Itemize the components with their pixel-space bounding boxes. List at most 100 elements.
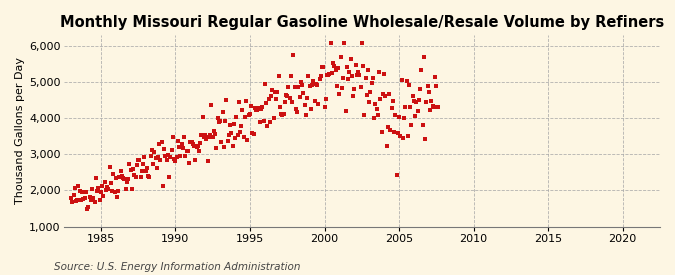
Point bbox=[414, 98, 425, 102]
Point bbox=[179, 135, 190, 139]
Point bbox=[411, 100, 422, 104]
Point bbox=[181, 148, 192, 153]
Point bbox=[312, 83, 323, 87]
Point bbox=[161, 157, 172, 162]
Point bbox=[188, 142, 198, 146]
Point bbox=[380, 94, 391, 98]
Point bbox=[202, 158, 213, 163]
Point bbox=[157, 184, 168, 188]
Point bbox=[418, 55, 429, 59]
Point bbox=[149, 150, 160, 154]
Point bbox=[244, 112, 255, 116]
Point bbox=[292, 109, 302, 114]
Point bbox=[173, 145, 184, 149]
Point bbox=[146, 147, 157, 152]
Point bbox=[175, 154, 186, 158]
Point bbox=[370, 102, 381, 107]
Point bbox=[101, 188, 111, 192]
Point bbox=[374, 70, 385, 75]
Point bbox=[431, 84, 441, 89]
Point bbox=[234, 100, 244, 104]
Point bbox=[352, 70, 363, 74]
Point bbox=[136, 169, 147, 173]
Point bbox=[242, 138, 253, 143]
Point bbox=[356, 40, 367, 45]
Point bbox=[294, 95, 305, 100]
Point bbox=[396, 78, 407, 82]
Point bbox=[277, 113, 288, 118]
Point bbox=[275, 112, 286, 116]
Point bbox=[257, 105, 268, 109]
Point bbox=[427, 103, 438, 108]
Point bbox=[157, 140, 167, 144]
Point bbox=[360, 76, 371, 80]
Point bbox=[266, 94, 277, 98]
Point bbox=[399, 116, 410, 121]
Point bbox=[190, 157, 200, 162]
Text: Source: U.S. Energy Information Administration: Source: U.S. Energy Information Administ… bbox=[54, 262, 300, 272]
Point bbox=[83, 205, 94, 209]
Point bbox=[201, 136, 212, 141]
Point bbox=[263, 97, 274, 101]
Point bbox=[430, 75, 441, 79]
Point bbox=[389, 130, 400, 134]
Point bbox=[325, 40, 336, 45]
Point bbox=[381, 144, 392, 148]
Point bbox=[176, 141, 187, 146]
Point bbox=[423, 84, 433, 89]
Point bbox=[93, 186, 104, 190]
Point bbox=[302, 95, 313, 100]
Point bbox=[400, 104, 410, 109]
Point bbox=[145, 153, 156, 158]
Point bbox=[186, 139, 197, 144]
Point bbox=[170, 159, 181, 163]
Point bbox=[383, 91, 394, 96]
Point bbox=[408, 99, 419, 103]
Point bbox=[333, 66, 344, 70]
Point bbox=[349, 87, 360, 92]
Point bbox=[358, 64, 369, 68]
Point bbox=[401, 78, 412, 83]
Point bbox=[339, 40, 350, 45]
Point bbox=[377, 92, 388, 96]
Point bbox=[406, 123, 417, 128]
Point bbox=[243, 113, 254, 118]
Point bbox=[248, 132, 259, 136]
Point bbox=[286, 74, 296, 78]
Point bbox=[314, 77, 325, 82]
Point bbox=[238, 135, 249, 139]
Point bbox=[352, 73, 362, 77]
Point bbox=[298, 91, 308, 96]
Point bbox=[237, 108, 248, 112]
Point bbox=[219, 119, 230, 124]
Point bbox=[371, 107, 382, 111]
Point bbox=[133, 158, 144, 162]
Point bbox=[191, 145, 202, 150]
Point bbox=[256, 107, 267, 111]
Point bbox=[318, 65, 329, 69]
Point bbox=[109, 189, 120, 194]
Point bbox=[111, 195, 122, 199]
Point bbox=[171, 155, 182, 160]
Point bbox=[394, 115, 404, 119]
Point bbox=[82, 206, 92, 211]
Point bbox=[323, 72, 333, 77]
Point bbox=[223, 132, 234, 137]
Point bbox=[88, 196, 99, 200]
Point bbox=[251, 108, 262, 112]
Point bbox=[306, 106, 317, 111]
Point bbox=[383, 125, 394, 129]
Point bbox=[142, 174, 153, 178]
Point bbox=[159, 147, 169, 151]
Point bbox=[342, 65, 352, 69]
Point bbox=[103, 187, 113, 191]
Point bbox=[334, 91, 345, 96]
Point bbox=[417, 123, 428, 128]
Point bbox=[138, 162, 148, 166]
Point bbox=[335, 55, 346, 60]
Point bbox=[355, 85, 366, 89]
Point bbox=[215, 119, 225, 123]
Point bbox=[211, 145, 222, 150]
Point bbox=[122, 180, 132, 184]
Point bbox=[77, 190, 88, 194]
